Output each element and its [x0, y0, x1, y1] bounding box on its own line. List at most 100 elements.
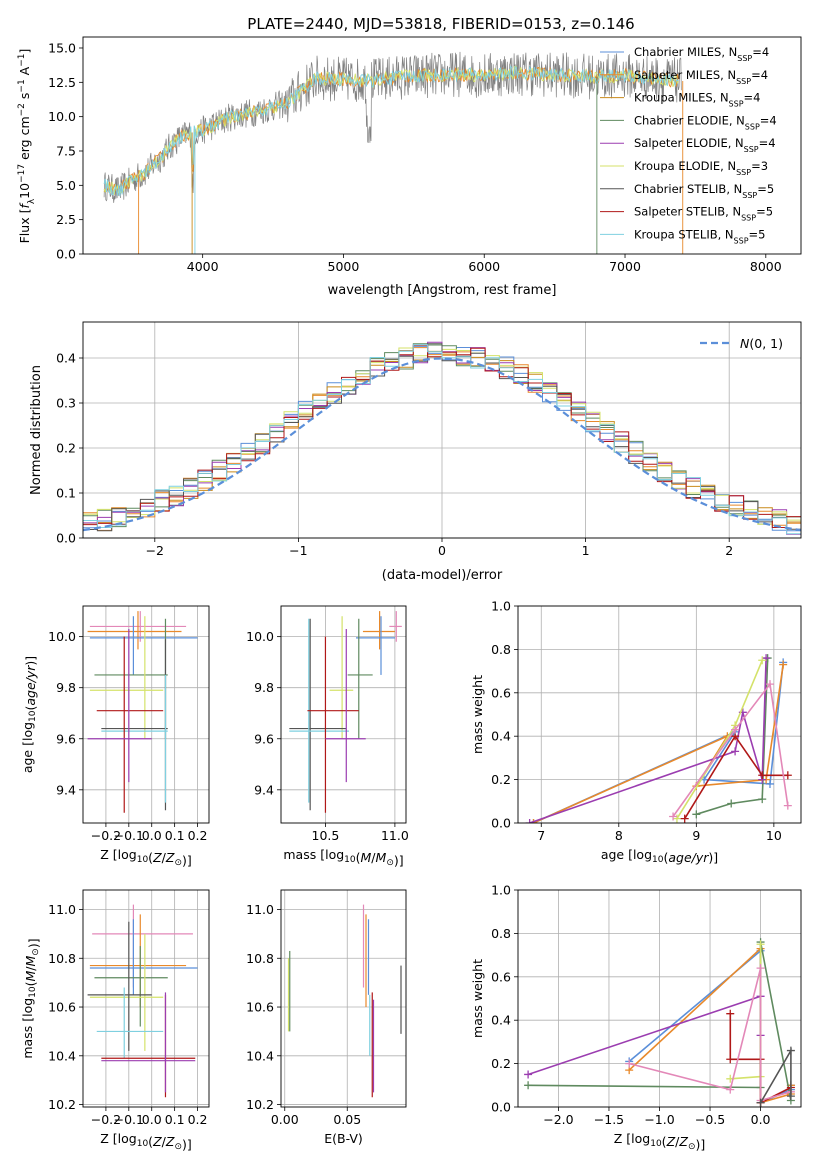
- weight-marker: [779, 660, 788, 669]
- y-tick-label: 1.0: [491, 599, 511, 614]
- legend-sub: SSP: [734, 236, 749, 245]
- weight-marker: [783, 801, 792, 810]
- axes-weight_vs_Z: −2.0 −1.5 −1.0 −0.5 0.0 0.0 0.2 0.4 0.6 0.8 1.0 Z […: [470, 883, 802, 1152]
- x-tick-label: 0.1: [165, 1112, 185, 1127]
- legend-n: =5: [756, 205, 773, 219]
- y-tick-label: 10.4: [246, 1048, 274, 1063]
- x-tick-label: 2: [725, 543, 733, 558]
- weight-line: [672, 682, 789, 817]
- weight-marker: [726, 1009, 735, 1018]
- weight-marker: [692, 810, 701, 819]
- weight-marker: [756, 1098, 765, 1107]
- weight-line: [696, 658, 769, 816]
- label-part: −2: [17, 103, 27, 116]
- y-tick-label: 9.4: [254, 782, 274, 797]
- weight-marker: [758, 771, 767, 780]
- figure-title: PLATE=2440, MJD=53818, FIBERID=0153, z=0…: [247, 15, 634, 33]
- x-axis-label: (data-model)/error: [382, 568, 503, 583]
- label-part: ⊙: [174, 858, 182, 868]
- label-part: −1: [17, 79, 27, 92]
- weight-marker: [525, 819, 534, 823]
- y-tick-label: 0.3: [56, 396, 76, 411]
- y-tick-label: 0.6: [491, 685, 511, 700]
- y-tick-label: 10.0: [48, 629, 76, 644]
- spectrum-model-line: [103, 64, 679, 197]
- label-part: ⊙: [31, 948, 41, 956]
- legend-n: =5: [749, 227, 766, 241]
- y-tick-label: 10.0: [246, 629, 274, 644]
- label-part: 10: [652, 855, 664, 865]
- weight-marker: [524, 1070, 533, 1079]
- label-part: log: [20, 722, 35, 741]
- y-tick-label: 10.6: [48, 1000, 76, 1015]
- y-tick-label: 0.8: [491, 642, 511, 657]
- legend-name: Chabrier MILES, N: [634, 45, 737, 59]
- label-part: 10: [137, 855, 149, 865]
- y-axis-label: mass [log10(M/M⊙)]: [20, 938, 41, 1058]
- axes-frame: [280, 605, 407, 824]
- plot-area-weight_vs_age: [525, 654, 792, 823]
- x-tick-label: −0.1: [114, 828, 144, 843]
- x-axis-label: Z [log10(Z/Z⊙)]: [100, 847, 192, 868]
- legend-entry: Chabrier STELIB, NSSP=5: [634, 182, 774, 200]
- x-tick-label: 0.0: [142, 828, 162, 843]
- label-part: A: [17, 66, 32, 79]
- x-tick-label: 10: [766, 828, 782, 843]
- weight-marker: [783, 771, 792, 780]
- label-part: s: [17, 93, 32, 104]
- legend-sub: SSP: [736, 168, 751, 177]
- legend-entry: N(0, 1): [740, 336, 783, 351]
- label-part: )]: [182, 1137, 192, 1152]
- normal-curve-line: [83, 357, 801, 532]
- x-axis-label: mass [log10(M/M⊙)]: [283, 847, 403, 868]
- legend-sub: SSP: [729, 99, 744, 108]
- legend-name: Chabrier ELODIE, N: [634, 113, 745, 127]
- x-tick-label: 0.1: [165, 828, 185, 843]
- label-part: Z: [165, 850, 175, 865]
- x-axis-label: age [log10(age/yr)]: [601, 847, 718, 865]
- label-part: (: [356, 850, 361, 865]
- y-tick-label: 0.4: [491, 729, 511, 744]
- y-tick-label: 0.2: [491, 772, 511, 787]
- label-part: (: [23, 706, 38, 711]
- x-tick-label: 0.00: [271, 1112, 299, 1127]
- label-part: )]: [394, 853, 404, 868]
- y-tick-label: 0.6: [491, 969, 511, 984]
- label-part: (: [23, 982, 38, 987]
- weight-marker: [756, 964, 765, 973]
- y-tick-label: 0.0: [491, 1100, 511, 1115]
- label-part: Flux [: [17, 209, 32, 244]
- label-part: Z: [152, 850, 162, 865]
- label-part: (: [148, 850, 153, 865]
- label-part: 10: [28, 710, 38, 722]
- y-tick-label: 9.8: [56, 680, 76, 695]
- label-part: M: [23, 955, 38, 966]
- y-tick-label: 10.2: [48, 1097, 76, 1112]
- legend-name: Kroupa STELIB, N: [634, 227, 734, 241]
- plot-area-mass_vs_ebv: [287, 904, 402, 1098]
- label-part: )]: [695, 1137, 705, 1152]
- y-axis-label: mass weight: [470, 959, 485, 1038]
- legend-name: Chabrier STELIB, N: [634, 182, 742, 196]
- label-part: Z [: [614, 1131, 631, 1146]
- y-tick-label: 10.8: [246, 951, 274, 966]
- label-part: Z [: [100, 1131, 117, 1146]
- axes-frame: [82, 36, 802, 255]
- y-tick-label: 0.0: [56, 531, 76, 546]
- y-tick-label: 9.8: [254, 680, 274, 695]
- label-part: 10: [28, 986, 38, 998]
- y-tick-label: 10.8: [48, 951, 76, 966]
- label-part: )]: [26, 938, 41, 948]
- x-tick-label: 0.0: [751, 1112, 771, 1127]
- label-part: /: [23, 966, 38, 971]
- x-tick-label: 8000: [750, 259, 782, 274]
- label-part: Z [: [100, 847, 117, 862]
- spectrum-data-line: [103, 51, 682, 203]
- y-tick-label: 9.6: [254, 731, 274, 746]
- legend-name: Kroupa MILES, N: [634, 91, 729, 105]
- x-tick-label: −1.5: [594, 1112, 624, 1127]
- weight-marker: [727, 799, 736, 808]
- label-part: mass [: [283, 847, 325, 862]
- axes-frame: [280, 889, 407, 1108]
